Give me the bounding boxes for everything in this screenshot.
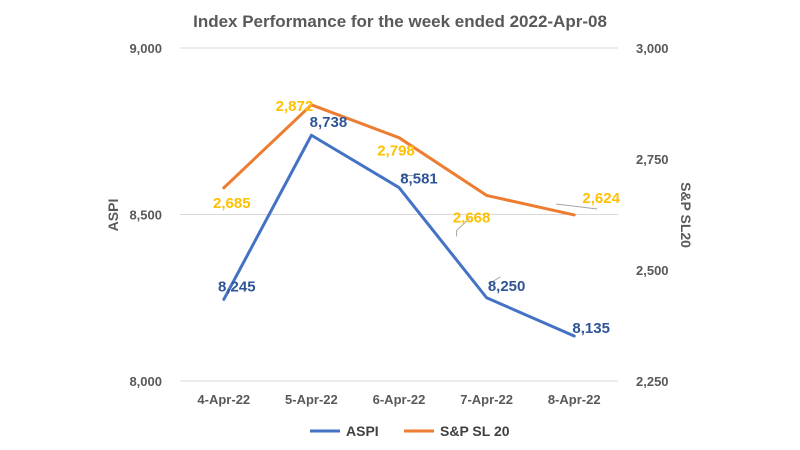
x-axis-ticks: 4-Apr-22 5-Apr-22 6-Apr-22 7-Apr-22 8-Apr-22 <box>197 392 600 407</box>
data-label-aspi: 8,250 <box>488 278 526 295</box>
right-tick-label: 3,000 <box>636 41 669 56</box>
right-axis-title: S&P SL20 <box>678 182 694 248</box>
leader-line <box>490 276 501 291</box>
legend: ASPI S&P SL 20 <box>310 423 510 439</box>
left-axis-title: ASPI <box>105 199 121 232</box>
data-label-sp-sl20: 2,798 <box>377 143 415 160</box>
series-line-aspi <box>222 133 576 338</box>
data-label-aspi: 8,135 <box>572 320 610 337</box>
left-tick-label: 8,000 <box>129 374 162 389</box>
data-label-sp-sl20: 2,872 <box>276 98 314 115</box>
x-tick-label: 7-Apr-22 <box>460 392 513 407</box>
right-tick-label: 2,500 <box>636 263 669 278</box>
data-label-sp-sl20: 2,685 <box>213 195 251 212</box>
gridlines <box>180 47 618 382</box>
leader-line <box>556 203 598 210</box>
legend-label: ASPI <box>346 423 379 439</box>
x-tick-label: 6-Apr-22 <box>373 392 426 407</box>
leader-line <box>456 218 470 237</box>
leader-line <box>402 175 415 184</box>
series-line-sp-sl20 <box>222 103 576 217</box>
series-lines <box>222 103 576 338</box>
leader-lines <box>402 175 598 291</box>
data-label-sp-sl20: 2,668 <box>453 209 491 226</box>
legend-label: S&P SL 20 <box>440 423 510 439</box>
data-label-sp-sl20: 2,624 <box>582 190 620 207</box>
x-tick-label: 4-Apr-22 <box>197 392 250 407</box>
data-labels: 8,245 8,738 8,581 8,250 8,135 2,685 2,872 2,798… <box>213 98 621 337</box>
data-label-aspi: 8,245 <box>218 278 256 295</box>
data-label-aspi: 8,581 <box>400 171 438 188</box>
data-label-aspi: 8,738 <box>310 114 348 131</box>
right-tick-label: 2,750 <box>636 152 669 167</box>
left-tick-label: 8,500 <box>129 208 162 223</box>
x-tick-label: 5-Apr-22 <box>285 392 338 407</box>
right-axis-ticks: 2,250 2,500 2,750 3,000 <box>636 41 669 389</box>
x-tick-label: 8-Apr-22 <box>548 392 601 407</box>
chart-title: Index Performance for the week ended 202… <box>193 12 607 31</box>
left-tick-label: 9,000 <box>129 41 162 56</box>
left-axis-ticks: 8,000 8,500 9,000 <box>129 41 162 389</box>
right-tick-label: 2,250 <box>636 374 669 389</box>
